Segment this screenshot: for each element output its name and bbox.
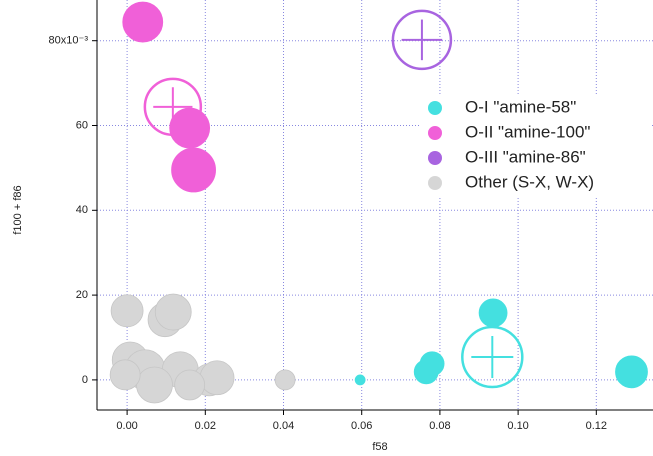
y-tick-label: 40 bbox=[76, 204, 88, 216]
bubble bbox=[154, 293, 192, 331]
bubble bbox=[199, 360, 235, 396]
x-tick-label: 0.12 bbox=[586, 420, 607, 432]
legend-label: O-II "amine-100" bbox=[465, 122, 590, 141]
legend-label: O-III "amine-86" bbox=[465, 147, 586, 166]
legend-box bbox=[420, 94, 650, 196]
bubble bbox=[109, 359, 141, 391]
centroid bbox=[461, 325, 524, 389]
bubble bbox=[174, 369, 206, 401]
legend-label: O-I "amine-58" bbox=[465, 97, 576, 116]
legend-marker bbox=[428, 176, 442, 190]
bubble bbox=[136, 366, 173, 404]
bubble bbox=[274, 369, 296, 391]
x-tick-label: 0.10 bbox=[507, 420, 528, 432]
x-axis-label: f58 bbox=[372, 441, 387, 453]
bubble bbox=[478, 298, 508, 328]
x-tick-label: 0.02 bbox=[195, 420, 216, 432]
centroid bbox=[391, 9, 453, 71]
legend-marker bbox=[428, 151, 442, 165]
x-tick-label: 0.04 bbox=[273, 420, 294, 432]
x-tick-label: 0.06 bbox=[351, 420, 372, 432]
bubble bbox=[110, 294, 144, 328]
y-tick-label: 0 bbox=[82, 374, 88, 386]
legend-marker bbox=[428, 101, 442, 115]
y-tick-label: 80x10⁻³ bbox=[49, 35, 89, 47]
bubble bbox=[615, 355, 648, 389]
legend-marker bbox=[428, 126, 442, 140]
y-tick-label: 60 bbox=[76, 119, 88, 131]
bubble bbox=[171, 147, 216, 193]
bubble bbox=[122, 1, 164, 43]
x-tick-label: 0.00 bbox=[116, 420, 137, 432]
y-tick-label: 20 bbox=[76, 289, 88, 301]
legend-label: Other (S-X, W-X) bbox=[465, 172, 594, 191]
bubble bbox=[419, 351, 445, 377]
centroid bbox=[143, 77, 203, 137]
bubble bbox=[354, 374, 366, 386]
x-tick-label: 0.08 bbox=[429, 420, 450, 432]
y-axis-label: f100 + f86 bbox=[12, 185, 24, 234]
